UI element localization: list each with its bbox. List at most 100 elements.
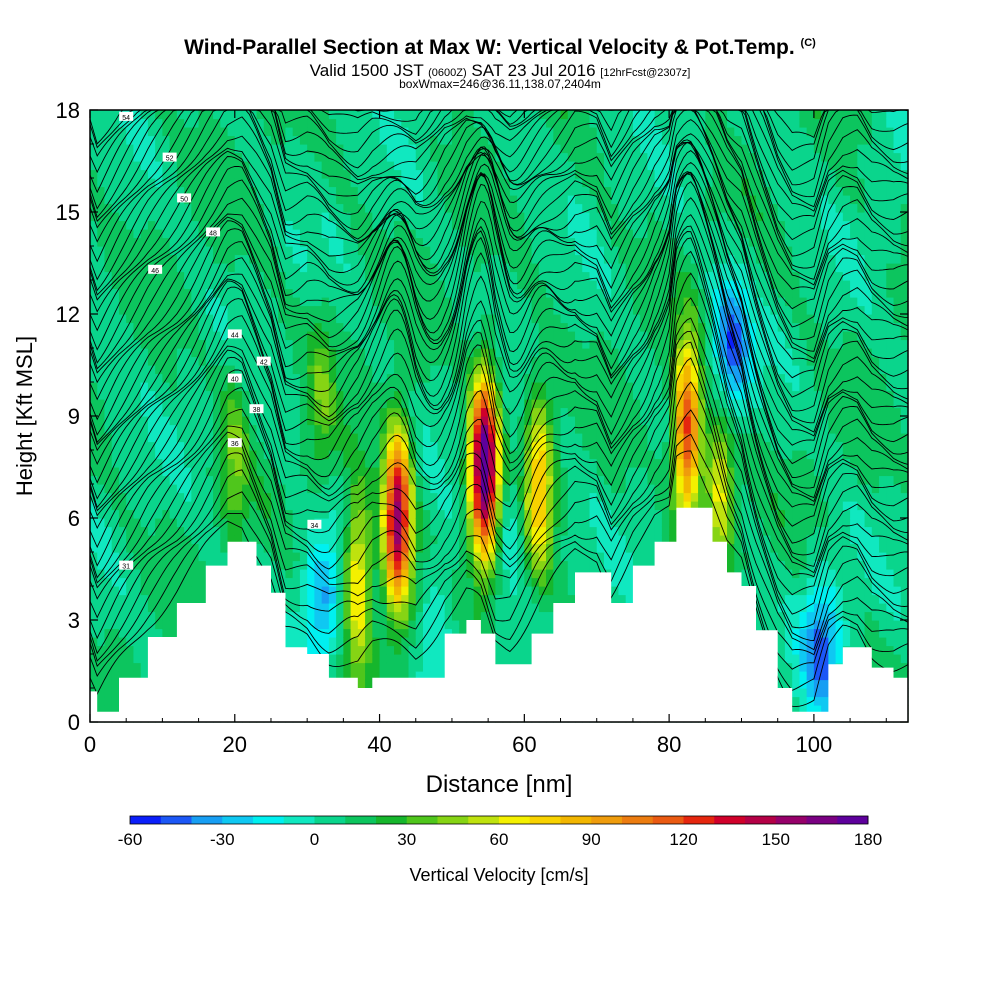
velocity-cell: [372, 501, 381, 511]
velocity-cell: [575, 186, 583, 196]
velocity-cell: [480, 543, 489, 553]
velocity-cell: [415, 628, 424, 638]
velocity-cell: [227, 450, 236, 460]
velocity-cell: [198, 331, 207, 341]
velocity-cell: [365, 433, 373, 443]
velocity-cell: [176, 518, 185, 528]
velocity-cell: [97, 339, 106, 349]
velocity-cell: [256, 212, 265, 222]
velocity-cell: [220, 509, 229, 519]
velocity-cell: [126, 501, 135, 511]
velocity-cell: [451, 373, 460, 383]
velocity-cell: [415, 654, 424, 664]
velocity-cell: [531, 212, 540, 222]
velocity-cell: [546, 518, 554, 528]
velocity-cell: [111, 382, 120, 392]
velocity-cell: [220, 144, 229, 154]
velocity-cell: [582, 110, 591, 120]
velocity-cell: [104, 220, 113, 230]
velocity-cell: [256, 501, 265, 511]
velocity-cell: [575, 212, 583, 222]
velocity-cell: [169, 586, 178, 596]
velocity-cell: [582, 118, 591, 128]
velocity-cell: [111, 263, 120, 273]
velocity-cell: [118, 263, 127, 273]
velocity-cell: [97, 373, 106, 383]
velocity-cell: [372, 628, 381, 638]
velocity-cell: [299, 373, 308, 383]
velocity-cell: [97, 688, 106, 698]
velocity-cell: [133, 331, 142, 341]
velocity-cell: [560, 288, 569, 298]
velocity-cell: [213, 552, 221, 562]
velocity-cell: [104, 696, 113, 706]
velocity-cell: [213, 484, 221, 494]
velocity-cell: [176, 399, 185, 409]
velocity-cell: [394, 280, 402, 290]
velocity-cell: [213, 526, 221, 536]
velocity-cell: [509, 390, 518, 400]
velocity-cell: [242, 526, 250, 536]
velocity-cell: [343, 569, 352, 579]
velocity-cell: [567, 110, 576, 120]
velocity-cell: [299, 203, 308, 213]
velocity-cell: [437, 611, 446, 621]
velocity-cell: [451, 569, 460, 579]
velocity-cell: [285, 288, 294, 298]
velocity-cell: [111, 390, 120, 400]
velocity-cell: [169, 356, 178, 366]
velocity-cell: [336, 135, 344, 145]
velocity-cell: [372, 356, 381, 366]
velocity-cell: [278, 509, 287, 519]
velocity-cell: [270, 526, 279, 536]
velocity-cell: [234, 110, 243, 120]
velocity-cell: [415, 169, 424, 179]
velocity-cell: [198, 509, 207, 519]
velocity-cell: [111, 705, 120, 715]
velocity-cell: [488, 152, 496, 162]
velocity-cell: [299, 594, 308, 604]
velocity-cell: [582, 424, 591, 434]
velocity-cell: [430, 441, 439, 451]
velocity-cell: [495, 569, 504, 579]
velocity-cell: [263, 322, 272, 332]
velocity-cell: [357, 331, 366, 341]
velocity-cell: [213, 433, 221, 443]
velocity-cell: [133, 220, 142, 230]
velocity-cell: [307, 594, 316, 604]
velocity-cell: [104, 484, 113, 494]
velocity-cell: [524, 195, 533, 205]
velocity-cell: [372, 135, 381, 145]
velocity-cell: [401, 552, 410, 562]
velocity-cell: [118, 637, 127, 647]
velocity-cell: [560, 263, 569, 273]
velocity-cell: [205, 220, 214, 230]
velocity-cell: [140, 509, 149, 519]
velocity-cell: [365, 569, 373, 579]
velocity-cell: [162, 365, 171, 375]
velocity-cell: [524, 280, 533, 290]
velocity-cell: [466, 237, 475, 247]
velocity-cell: [126, 637, 135, 647]
velocity-cell: [184, 288, 192, 298]
velocity-cell: [270, 186, 279, 196]
velocity-cell: [249, 356, 258, 366]
velocity-cell: [488, 543, 496, 553]
velocity-cell: [176, 450, 185, 460]
velocity-cell: [126, 628, 135, 638]
velocity-cell: [408, 314, 417, 324]
velocity-cell: [509, 518, 518, 528]
velocity-cell: [263, 263, 272, 273]
velocity-cell: [451, 399, 460, 409]
velocity-cell: [249, 441, 258, 451]
velocity-cell: [430, 586, 439, 596]
velocity-cell: [147, 297, 156, 307]
velocity-cell: [466, 348, 475, 358]
velocity-cell: [394, 322, 402, 332]
velocity-cell: [104, 620, 113, 630]
velocity-cell: [299, 603, 308, 613]
velocity-cell: [198, 314, 207, 324]
velocity-cell: [205, 271, 214, 281]
velocity-cell: [517, 373, 525, 383]
velocity-cell: [104, 203, 113, 213]
